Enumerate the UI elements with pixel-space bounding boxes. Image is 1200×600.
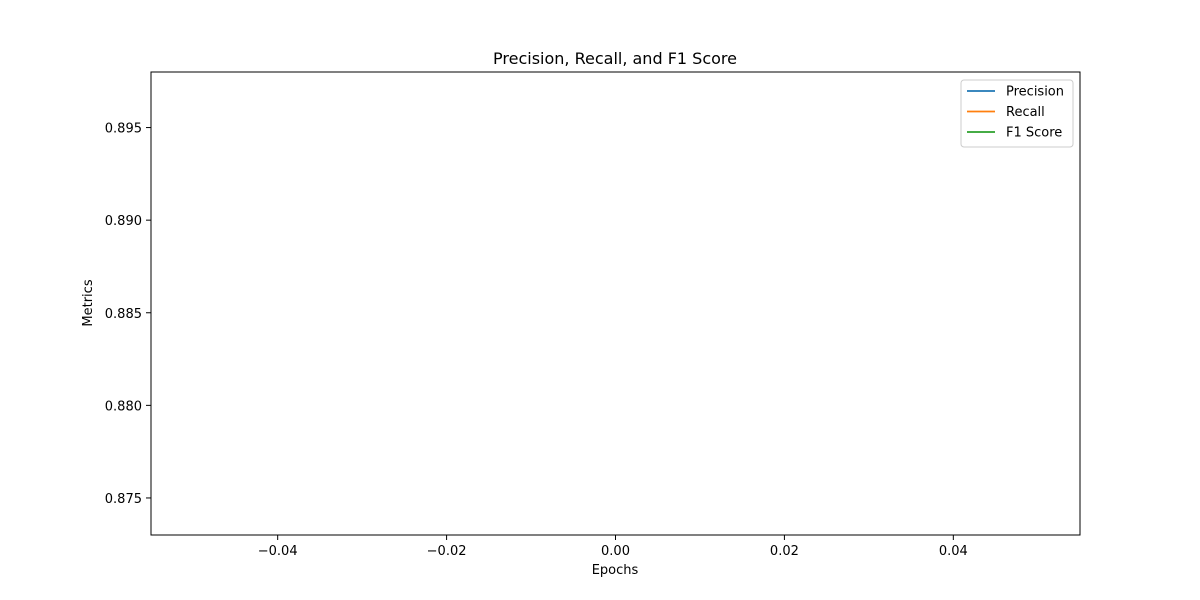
x-axis-ticks: −0.04 −0.02 0.00 0.02 0.04 [258,535,968,559]
chart-title: Precision, Recall, and F1 Score [493,49,737,68]
y-tick-label: 0.890 [105,214,142,229]
legend-label: Recall [1006,105,1045,120]
x-tick-label: 0.00 [601,544,630,559]
x-tick-label: −0.04 [258,544,298,559]
legend-label: F1 Score [1006,126,1062,141]
y-axis-label: Metrics [81,279,96,326]
x-tick-label: 0.02 [770,544,799,559]
x-axis-label: Epochs [592,563,639,578]
x-tick-label: −0.02 [427,544,467,559]
y-tick-label: 0.880 [105,399,142,414]
x-tick-label: 0.04 [939,544,968,559]
y-tick-label: 0.885 [105,307,142,322]
y-axis-ticks: 0.875 0.880 0.885 0.890 0.895 [105,122,151,507]
y-tick-label: 0.875 [105,492,142,507]
legend-label: Precision [1006,85,1064,100]
y-tick-label: 0.895 [105,122,142,137]
legend: Precision Recall F1 Score [960,79,1074,148]
plot-area [150,71,1081,536]
legend-box [960,79,1074,148]
